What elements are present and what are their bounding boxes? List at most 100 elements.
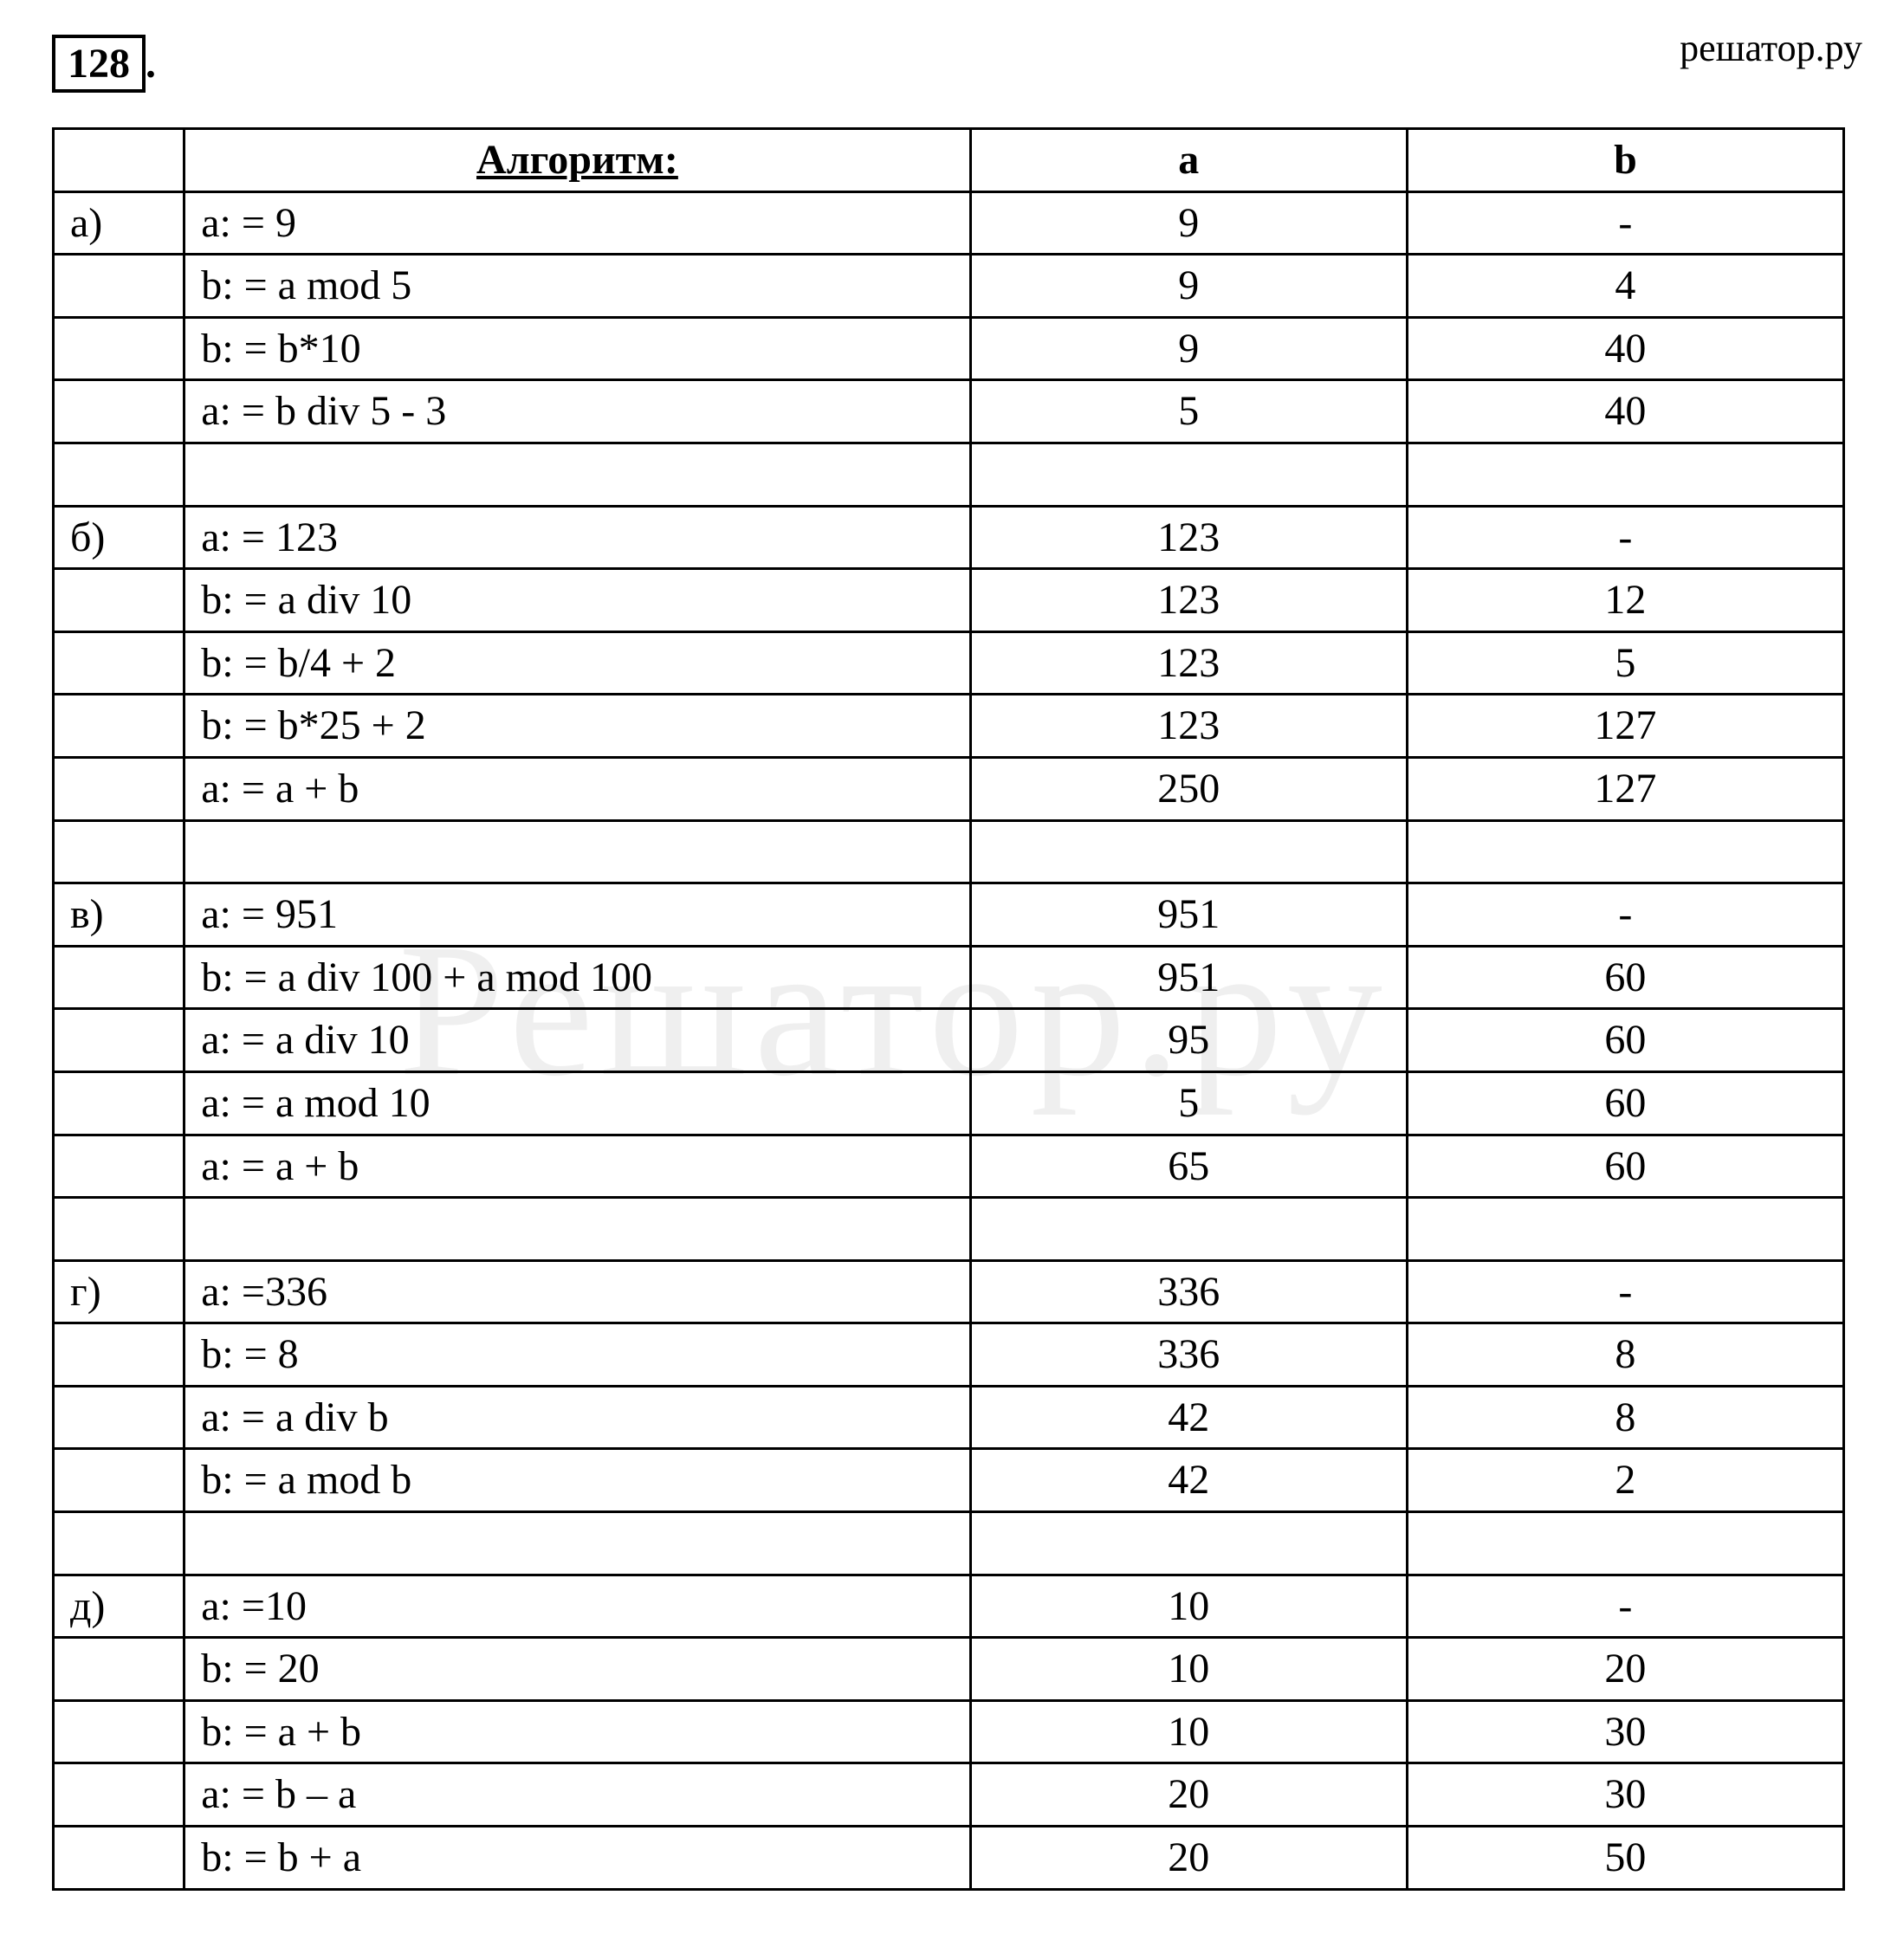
row-a-value: 9 <box>970 191 1407 255</box>
header-algorithm: Алгоритм: <box>185 129 970 192</box>
problem-number-dot: . <box>146 41 156 87</box>
row-a-value: 42 <box>970 1449 1407 1512</box>
empty-cell <box>1407 1198 1843 1261</box>
row-algorithm: b: = 8 <box>185 1323 970 1387</box>
row-label <box>54 1700 185 1763</box>
empty-cell <box>54 1198 185 1261</box>
empty-cell <box>54 820 185 883</box>
row-b-value: 20 <box>1407 1638 1843 1701</box>
row-label: д) <box>54 1575 185 1638</box>
row-algorithm: a: = b div 5 - 3 <box>185 380 970 443</box>
row-label <box>54 757 185 820</box>
row-label <box>54 1449 185 1512</box>
row-a-value: 5 <box>970 1071 1407 1135</box>
row-a-value: 10 <box>970 1700 1407 1763</box>
empty-cell <box>54 1512 185 1575</box>
row-algorithm: b: = a mod b <box>185 1449 970 1512</box>
row-b-value: 60 <box>1407 1135 1843 1198</box>
row-label <box>54 1135 185 1198</box>
algorithm-table: Алгоритм: a b а)a: = 99-b: = a mod 594b:… <box>52 127 1845 1891</box>
row-label <box>54 569 185 632</box>
row-algorithm: a: = a div 10 <box>185 1009 970 1072</box>
row-algorithm: a: = a div b <box>185 1386 970 1449</box>
table-row: а)a: = 99- <box>54 191 1844 255</box>
row-a-value: 123 <box>970 631 1407 695</box>
empty-cell <box>970 820 1407 883</box>
table-row: a: = a + b6560 <box>54 1135 1844 1198</box>
row-a-value: 951 <box>970 883 1407 947</box>
table-row <box>54 1512 1844 1575</box>
row-b-value: 127 <box>1407 695 1843 758</box>
table-row: b: = b/4 + 21235 <box>54 631 1844 695</box>
table-row <box>54 1198 1844 1261</box>
row-label <box>54 946 185 1009</box>
row-a-value: 95 <box>970 1009 1407 1072</box>
row-b-value: 40 <box>1407 380 1843 443</box>
row-b-value: 40 <box>1407 317 1843 380</box>
table-row: г)a: =336336- <box>54 1260 1844 1323</box>
row-b-value: 5 <box>1407 631 1843 695</box>
row-a-value: 123 <box>970 695 1407 758</box>
row-algorithm: a: = 9 <box>185 191 970 255</box>
table-row <box>54 443 1844 506</box>
problem-number-box: 128 <box>52 35 146 93</box>
row-algorithm: b: = b*10 <box>185 317 970 380</box>
table-row: б)a: = 123123- <box>54 506 1844 569</box>
table-row: a: = a div b428 <box>54 1386 1844 1449</box>
row-b-value: 60 <box>1407 1009 1843 1072</box>
row-a-value: 42 <box>970 1386 1407 1449</box>
row-algorithm: a: = a mod 10 <box>185 1071 970 1135</box>
table-header-row: Алгоритм: a b <box>54 129 1844 192</box>
table-body: а)a: = 99-b: = a mod 594b: = b*10940a: =… <box>54 191 1844 1889</box>
table-wrap: Алгоритм: a b а)a: = 99-b: = a mod 594b:… <box>52 127 1845 1891</box>
row-algorithm: b: = 20 <box>185 1638 970 1701</box>
empty-cell <box>970 443 1407 506</box>
row-b-value: - <box>1407 506 1843 569</box>
table-row: b: = a + b1030 <box>54 1700 1844 1763</box>
row-algorithm: b: = b*25 + 2 <box>185 695 970 758</box>
row-label <box>54 1638 185 1701</box>
empty-cell <box>185 1198 970 1261</box>
empty-cell <box>1407 820 1843 883</box>
row-b-value: 60 <box>1407 946 1843 1009</box>
row-algorithm: b: = b + a <box>185 1827 970 1890</box>
table-row: b: = a mod 594 <box>54 255 1844 318</box>
row-label <box>54 1386 185 1449</box>
row-algorithm: a: = a + b <box>185 757 970 820</box>
table-row: a: = b – a2030 <box>54 1763 1844 1827</box>
row-b-value: 60 <box>1407 1071 1843 1135</box>
table-row: b: = a div 100 + a mod 10095160 <box>54 946 1844 1009</box>
row-algorithm: b: = a mod 5 <box>185 255 970 318</box>
header-algorithm-text: Алгоритм: <box>476 137 678 183</box>
empty-cell <box>1407 443 1843 506</box>
problem-header: 128. <box>52 35 1845 127</box>
row-a-value: 10 <box>970 1575 1407 1638</box>
row-label <box>54 1071 185 1135</box>
row-label: а) <box>54 191 185 255</box>
row-algorithm: b: = a div 10 <box>185 569 970 632</box>
row-label <box>54 695 185 758</box>
table-row: в)a: = 951951- <box>54 883 1844 947</box>
empty-cell <box>970 1512 1407 1575</box>
table-row: a: = a + b250127 <box>54 757 1844 820</box>
row-algorithm: a: = 123 <box>185 506 970 569</box>
row-a-value: 951 <box>970 946 1407 1009</box>
row-a-value: 9 <box>970 317 1407 380</box>
row-b-value: 2 <box>1407 1449 1843 1512</box>
table-row <box>54 820 1844 883</box>
row-algorithm: b: = b/4 + 2 <box>185 631 970 695</box>
row-algorithm: b: = a + b <box>185 1700 970 1763</box>
row-label <box>54 631 185 695</box>
row-algorithm: a: =336 <box>185 1260 970 1323</box>
header-a: a <box>970 129 1407 192</box>
row-a-value: 336 <box>970 1323 1407 1387</box>
row-label <box>54 1827 185 1890</box>
row-algorithm: a: =10 <box>185 1575 970 1638</box>
row-a-value: 20 <box>970 1763 1407 1827</box>
row-label: б) <box>54 506 185 569</box>
table-row: b: = b*10940 <box>54 317 1844 380</box>
row-label <box>54 1009 185 1072</box>
row-b-value: - <box>1407 1260 1843 1323</box>
empty-cell <box>185 820 970 883</box>
row-label <box>54 317 185 380</box>
